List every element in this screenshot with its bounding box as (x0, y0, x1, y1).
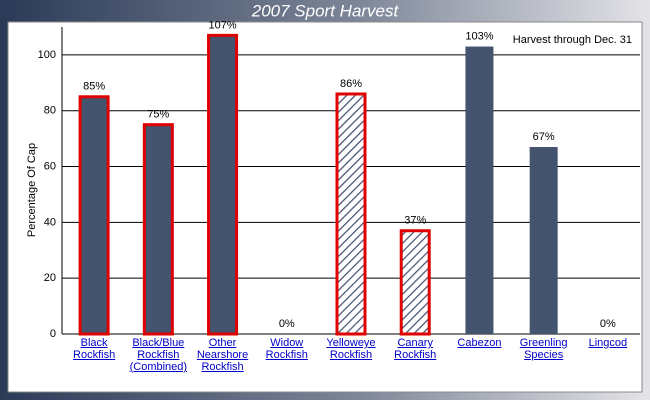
category-link[interactable]: Canary Rockfish (394, 337, 437, 361)
category-link[interactable]: Lingcod (588, 337, 628, 349)
value-label: 67% (533, 131, 555, 143)
bar (399, 229, 431, 336)
category-link[interactable]: Other Nearshore Rockfish (196, 337, 249, 373)
value-label: 0% (279, 318, 295, 330)
chart-title: 2007 Sport Harvest (251, 1, 400, 20)
bar (465, 46, 494, 334)
value-label: 85% (83, 81, 105, 93)
bar (142, 123, 174, 336)
y-tick-label: 40 (44, 216, 56, 228)
y-tick-label: 20 (44, 272, 56, 284)
y-tick-label: 80 (44, 105, 56, 117)
y-tick-label: 60 (44, 160, 56, 172)
y-axis-label: Percentage Of Cap (26, 143, 38, 237)
category-link[interactable]: Cabezon (457, 337, 502, 349)
y-tick-label: 0 (50, 328, 56, 340)
category-link[interactable]: Widow Rockfish (265, 337, 308, 361)
category-link[interactable]: Yelloweye Rockfish (326, 337, 376, 361)
category-link[interactable]: Black Rockfish (73, 337, 116, 361)
bar (529, 147, 558, 334)
y-tick-label: 100 (38, 49, 56, 61)
value-label: 107% (208, 19, 236, 31)
value-label: 103% (465, 30, 493, 42)
value-label: 37% (404, 215, 426, 227)
bar (335, 92, 367, 336)
annotation: Harvest through Dec. 31 (513, 34, 632, 46)
bar (78, 95, 110, 336)
value-label: 75% (147, 109, 169, 121)
value-label: 86% (340, 78, 362, 90)
category-link[interactable]: Greenling Species (519, 337, 568, 361)
value-label: 0% (600, 318, 616, 330)
bar (207, 33, 239, 336)
category-link[interactable]: Black/Blue Rockfish (Combined) (129, 337, 188, 373)
